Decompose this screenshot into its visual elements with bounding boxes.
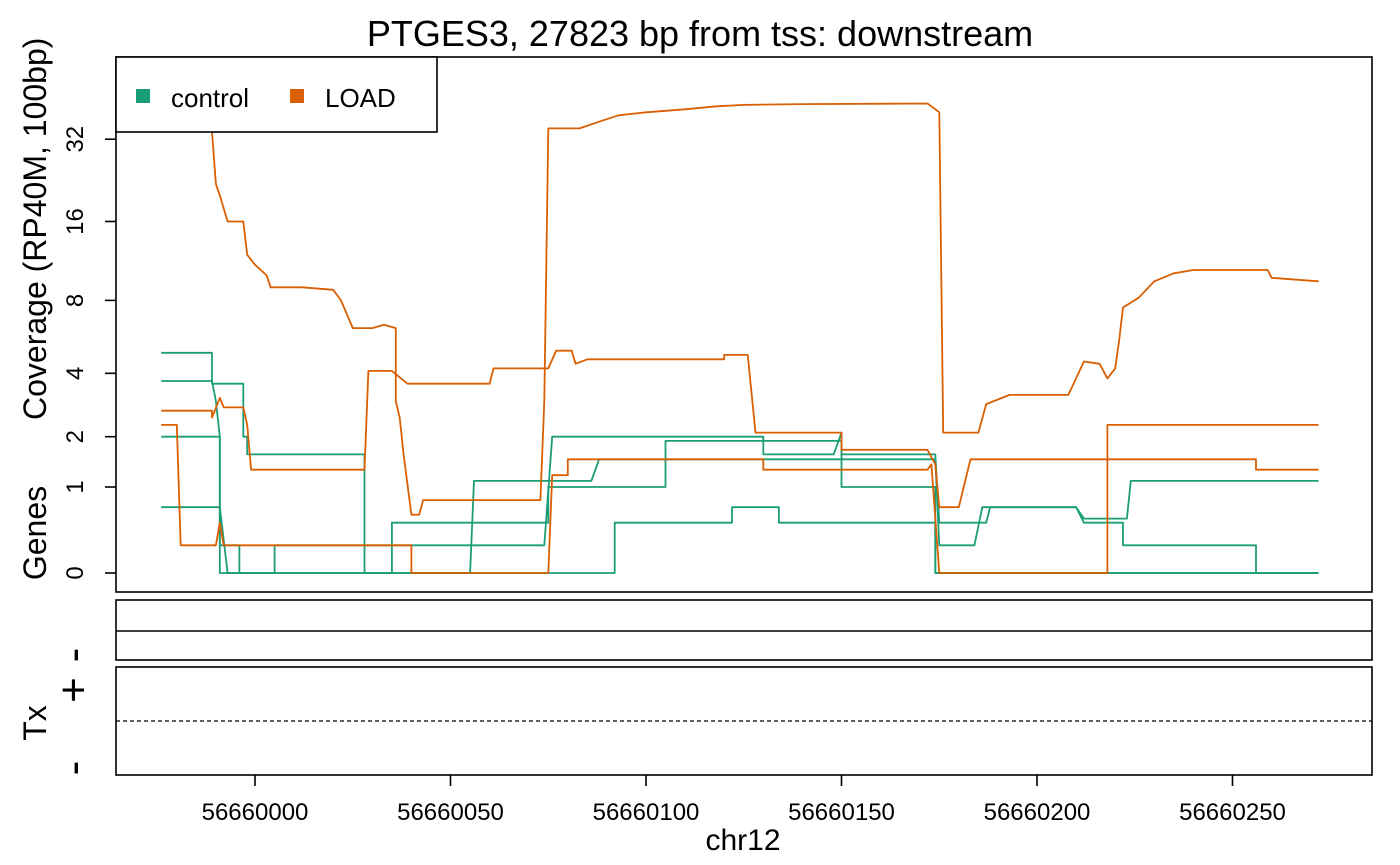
tx-strand-minus: - (49, 761, 98, 776)
x-tick-label-56660100: 56660100 (593, 799, 700, 826)
y-axis-label-genes: Genes (17, 486, 53, 580)
legend-box (115, 56, 438, 133)
series-line-load-6 (161, 349, 1319, 509)
series-line-control-1 (161, 351, 1319, 574)
genes-strand-minus: - (49, 648, 98, 663)
series-line-control-4 (161, 458, 1319, 574)
x-axis-label: chr12 (705, 824, 780, 857)
x-tick-label-56660200: 56660200 (984, 799, 1091, 826)
y-tick-label-16: 16 (62, 208, 89, 235)
y-tick-label-4: 4 (62, 367, 89, 380)
y-tick-label-32: 32 (62, 126, 89, 153)
x-tick-label-56660250: 56660250 (1179, 799, 1286, 826)
series-line-control-2 (161, 380, 1319, 574)
coverage-panel-frame (115, 56, 1373, 593)
genes-panel-frame (115, 599, 1373, 661)
y-tick-label-2: 2 (62, 430, 89, 443)
series-line-load-7 (211, 102, 1319, 516)
y-axis: 0 1 2 4 8 16 32 (62, 126, 116, 580)
tx-strand-plus: + (49, 677, 98, 703)
legend-label-load: LOAD (325, 83, 396, 113)
x-axis: 56660000 56660050 56660100 56660150 56660200… (202, 775, 1286, 826)
x-tick-label-56660150: 56660150 (788, 799, 895, 826)
series-layer (161, 102, 1319, 574)
x-tick-label-56660000: 56660000 (202, 799, 309, 826)
y-axis-label-tx: Tx (17, 705, 53, 741)
legend-label-control: control (171, 83, 249, 113)
chart-title: PTGES3, 27823 bp from tss: downstream (367, 13, 1033, 54)
series-line-load-5 (161, 423, 1319, 574)
y-axis-label-coverage: Coverage (RP40M, 100bp) (17, 38, 53, 420)
legend: control LOAD (115, 56, 438, 133)
y-tick-label-1: 1 (62, 480, 89, 493)
y-tick-label-0: 0 (62, 566, 89, 579)
x-tick-label-56660050: 56660050 (397, 799, 504, 826)
y-tick-label-8: 8 (62, 294, 89, 307)
legend-swatch-control (136, 89, 150, 103)
legend-swatch-load (290, 89, 304, 103)
